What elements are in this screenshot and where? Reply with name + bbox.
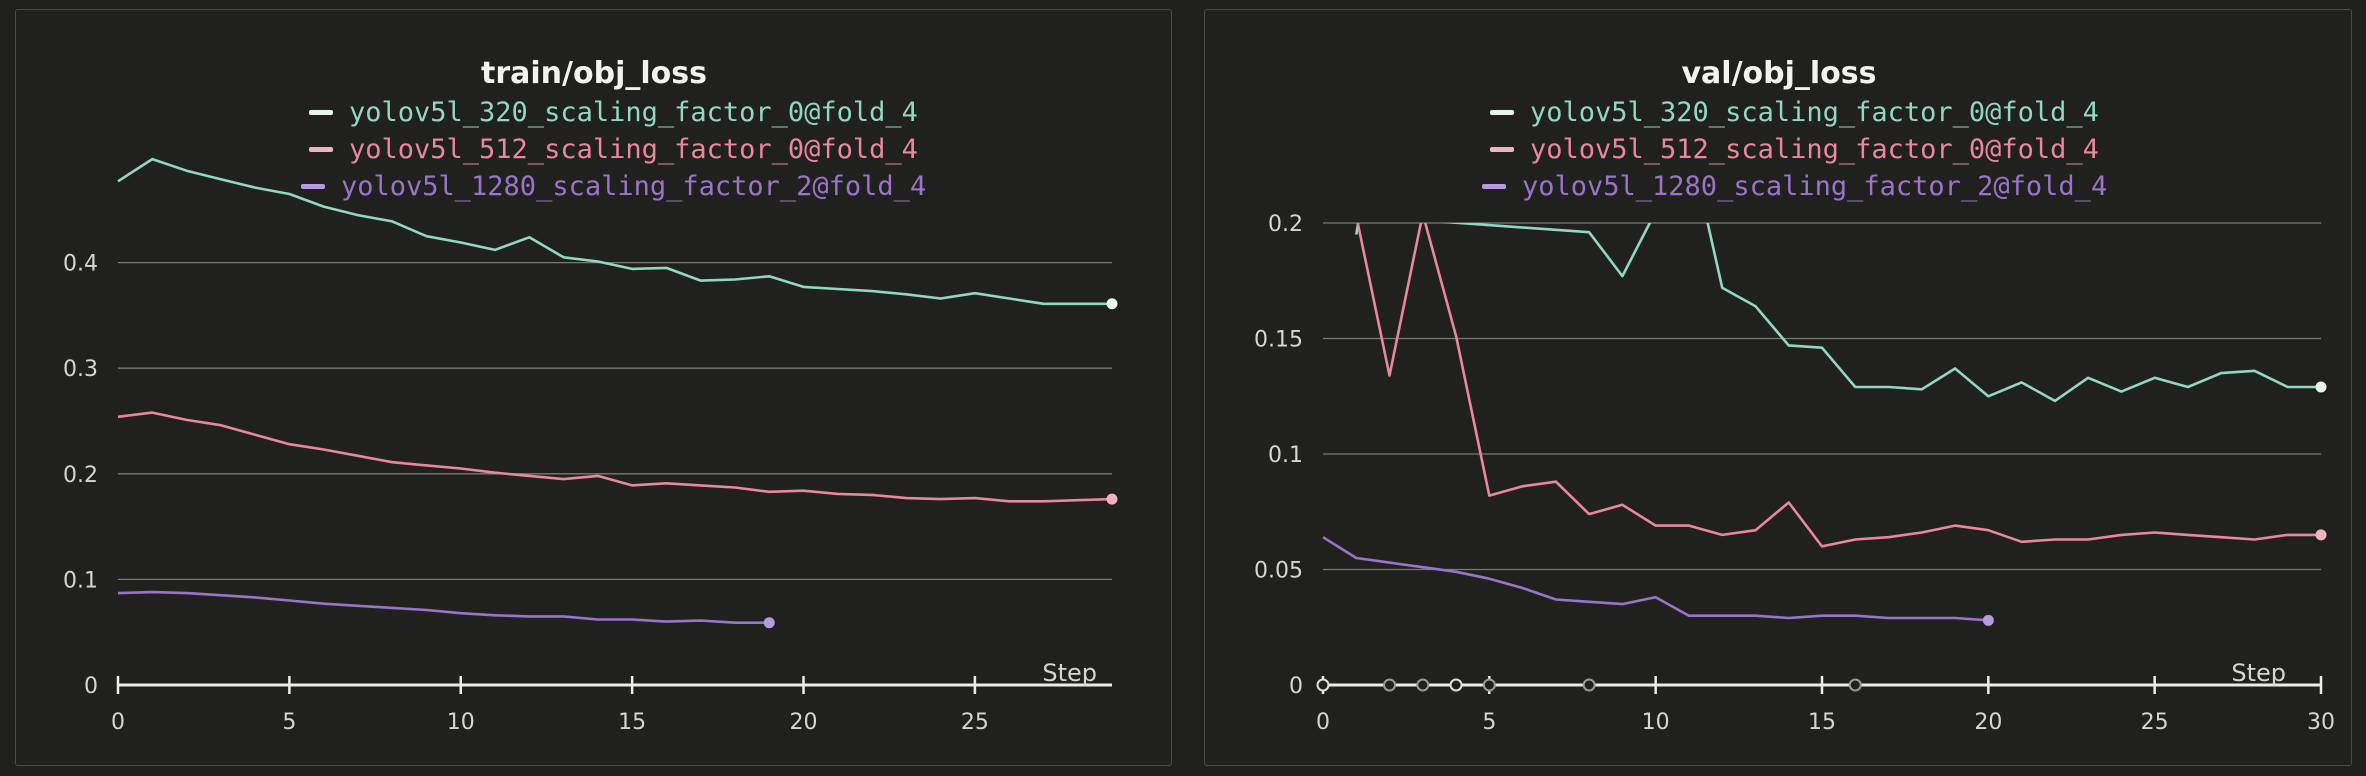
x-axis-label: Step [2231, 659, 2286, 687]
y-tick-label: 0.15 [1254, 328, 1303, 353]
legend-swatch-0 [309, 110, 333, 115]
series-line-0 [117, 157, 1112, 306]
chart-panel-val-obj-loss: val/obj_loss yolov5l_320_scaling_factor_… [1204, 9, 2352, 766]
axis-marker [1316, 678, 1330, 692]
series-end-point-0 [1106, 298, 1118, 310]
legend-entry-1: yolov5l_512_scaling_factor_0@fold_4 [349, 134, 918, 165]
y-tick-label: 0.3 [63, 357, 98, 382]
y-tick-label: 0.1 [63, 568, 98, 593]
y-tick-label: 0.1 [1268, 443, 1303, 468]
y-tick-label: 0 [84, 674, 98, 699]
y-tick-label: 0.05 [1254, 559, 1303, 584]
legend-entry-2: yolov5l_1280_scaling_factor_2@fold_4 [1522, 171, 2107, 202]
series-end-point-1 [1106, 493, 1118, 505]
x-tick-label: 20 [790, 710, 818, 735]
series-end-point-2 [1982, 614, 1994, 626]
series-end-point-0 [2315, 381, 2327, 393]
chart-series [117, 157, 1118, 629]
y-tick-label: 0 [1289, 674, 1303, 699]
axis-marker [1582, 678, 1596, 692]
legend-swatch-0 [1490, 110, 1514, 115]
y-tick-label: 0.2 [1268, 212, 1303, 237]
series-line-1 [117, 411, 1113, 503]
chart-svg-val-obj-loss: val/obj_loss yolov5l_320_scaling_factor_… [1254, 56, 2335, 735]
chart-title: val/obj_loss [1681, 56, 1876, 91]
x-tick-label: 5 [282, 710, 296, 735]
x-tick-label: 20 [1974, 710, 2002, 735]
series-line-0 [1355, 223, 2321, 403]
chart-series [1322, 223, 2327, 626]
x-tick-label: 0 [1316, 710, 1330, 735]
chart-title: train/obj_loss [481, 56, 707, 91]
series-end-point-2 [763, 617, 775, 629]
series-line-1 [1356, 223, 2321, 548]
legend-swatch-2 [1482, 184, 1506, 189]
legend-entry-2: yolov5l_1280_scaling_factor_2@fold_4 [341, 171, 926, 202]
series-line-2 [117, 590, 770, 625]
y-tick-label: 0.2 [63, 463, 98, 488]
axis-marker [1416, 678, 1430, 692]
chart-svg-train-obj-loss: train/obj_loss yolov5l_320_scaling_facto… [63, 56, 1118, 735]
x-tick-label: 5 [1482, 710, 1496, 735]
x-tick-label: 15 [618, 710, 646, 735]
legend-entry-0: yolov5l_320_scaling_factor_0@fold_4 [1530, 97, 2099, 128]
legend-entry-1: yolov5l_512_scaling_factor_0@fold_4 [1530, 134, 2099, 165]
axis-marker [1482, 678, 1496, 692]
chart-ticks: 0 0.1 0.2 0.3 0.4 0 5 10 15 20 25 [63, 252, 989, 735]
chart-legend: yolov5l_320_scaling_factor_0@fold_4yolov… [1482, 97, 2107, 202]
x-tick-label: 10 [1642, 710, 1670, 735]
x-tick-label: 10 [447, 710, 475, 735]
legend-swatch-1 [309, 147, 333, 152]
chart-grid [118, 261, 1112, 687]
axis-marker [1848, 678, 1862, 692]
y-tick-label: 0.4 [63, 252, 98, 277]
series-end-point-1 [2315, 529, 2327, 541]
x-tick-label: 0 [111, 710, 125, 735]
x-tick-label: 15 [1808, 710, 1836, 735]
x-tick-label: 30 [2307, 710, 2335, 735]
legend-entry-0: yolov5l_320_scaling_factor_0@fold_4 [349, 97, 918, 128]
series-line-2 [1322, 536, 1989, 622]
axis-marker [1449, 678, 1463, 692]
chart-legend: yolov5l_320_scaling_factor_0@fold_4yolov… [301, 97, 926, 202]
x-tick-label: 25 [2141, 710, 2169, 735]
legend-swatch-1 [1490, 147, 1514, 152]
axis-marker [1383, 678, 1397, 692]
x-axis-label: Step [1042, 659, 1097, 687]
chart-panel-train-obj-loss: train/obj_loss yolov5l_320_scaling_facto… [15, 9, 1172, 766]
x-tick-label: 25 [961, 710, 989, 735]
legend-swatch-2 [301, 184, 325, 189]
chart-ticks: 0 0.05 0.1 0.15 0.2 0 5 10 15 20 25 30 [1254, 212, 2335, 735]
